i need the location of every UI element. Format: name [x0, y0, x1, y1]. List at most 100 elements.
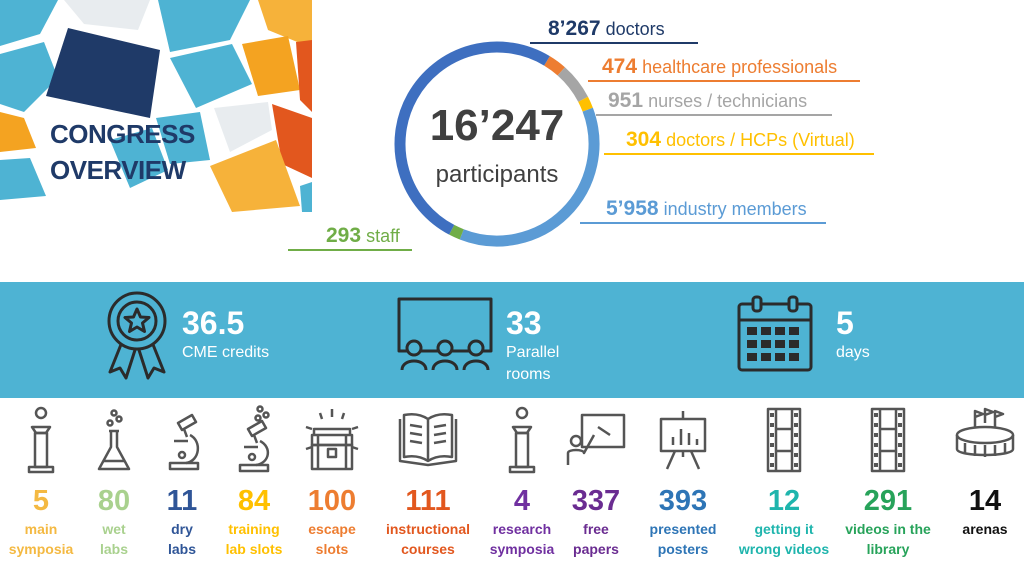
whiteboard-presenter-icon: [566, 413, 626, 465]
segment-text-staff: staff: [366, 226, 400, 246]
videos-in-library-label-1: videos in the: [845, 521, 931, 537]
stat-parallel-rooms: 33 Parallel rooms: [506, 304, 559, 386]
research-symposia-label-1: research: [492, 521, 552, 537]
segment-label-industry: 5’958 industry members: [606, 197, 807, 221]
stat-training-lab-slots: 84 training lab slots: [218, 405, 290, 559]
donut-segment-industry: [459, 107, 600, 247]
audience-screen-icon: [397, 297, 493, 371]
escape-slots-value: 100: [307, 485, 357, 517]
wet-labs-label-2: labs: [99, 541, 128, 557]
stat-videos-in-library: 291 videos in the library: [836, 405, 940, 559]
getting-it-wrong-videos-label-2: wrong videos: [738, 541, 830, 557]
getting-it-wrong-videos-value: 12: [767, 485, 801, 517]
free-papers-label-2: papers: [573, 541, 619, 557]
easel-chart-icon: [659, 411, 707, 470]
calendar-icon: [737, 295, 813, 372]
stat-dry-labs: 11 dry labs: [150, 405, 214, 559]
cme-credits-value: 36.5: [182, 305, 245, 341]
segment-text-healthcare: healthcare professionals: [642, 57, 838, 77]
title-line-2: OVERVIEW: [50, 155, 186, 185]
free-papers-label-1: free: [583, 521, 609, 537]
dry-labs-label-2: labs: [167, 541, 196, 557]
highlights-band: [0, 282, 1024, 398]
arenas-value: 14: [968, 485, 1002, 517]
stat-instructional-courses: 111 instructional courses: [376, 405, 480, 559]
lectern-icon: [508, 406, 536, 474]
segment-text-doctors: doctors: [605, 19, 665, 39]
stat-research-symposia: 4 research symposia: [486, 405, 558, 559]
wet-labs-label-1: wet: [102, 521, 126, 537]
segment-text-virtual: doctors / HCPs (Virtual): [666, 130, 855, 150]
days-label: days: [836, 344, 870, 361]
stat-cme-credits: 36.5 CME credits: [182, 304, 269, 364]
videos-in-library-label-2: library: [866, 541, 910, 557]
videos-in-library-value: 291: [863, 485, 913, 517]
segment-value-industry: 5’958: [606, 197, 659, 220]
stat-wet-labs: 80 wet labs: [84, 405, 144, 559]
training-lab-slots-label-2: lab slots: [225, 541, 283, 557]
instructional-courses-label-1: instructional: [385, 521, 470, 537]
participants-donut: [394, 41, 600, 247]
training-lab-slots-label-1: training: [228, 521, 280, 537]
participants-label: participants: [435, 161, 559, 188]
page-title: CONGRESS OVERVIEW: [50, 116, 290, 188]
free-papers-value: 337: [571, 485, 621, 517]
wet-labs-value: 80: [97, 485, 131, 517]
main-symposia-label-1: main: [24, 521, 58, 537]
escape-slots-label-2: slots: [315, 541, 349, 557]
open-book-icon: [398, 412, 458, 467]
donut-segment-virtual: [578, 96, 593, 112]
award-ribbon-icon: [107, 291, 167, 380]
leader-line-staff: [288, 249, 412, 251]
stat-main-symposia: 5 main symposia: [0, 405, 82, 559]
stat-days: 5 days: [836, 304, 870, 364]
segment-label-healthcare: 474 healthcare professionals: [602, 55, 837, 79]
dry-labs-value: 11: [166, 485, 198, 517]
donut-segment-staff: [449, 224, 464, 240]
parallel-rooms-label-2: rooms: [506, 366, 551, 383]
instructional-courses-label-2: courses: [401, 541, 455, 557]
segment-label-nurses: 951 nurses / technicians: [608, 89, 807, 113]
dry-labs-label-1: dry: [171, 521, 193, 537]
donut-segment-healthcare: [544, 56, 565, 76]
segment-value-nurses: 951: [608, 89, 644, 112]
stat-arenas: 14 arenas: [950, 405, 1020, 539]
presented-posters-label-1: presented: [649, 521, 717, 537]
training-lab-slots-value: 84: [237, 485, 271, 517]
cme-credits-label: CME credits: [182, 344, 270, 361]
title-line-1: CONGRESS: [50, 119, 195, 149]
presented-posters-value: 393: [658, 485, 708, 517]
mosaic-decoration: [0, 0, 312, 212]
film-strip-icon: [870, 407, 906, 473]
leader-line-healthcare: [588, 80, 860, 82]
segment-value-healthcare: 474: [602, 55, 638, 78]
parallel-rooms-value: 33: [506, 305, 542, 341]
research-symposia-label-2: symposia: [489, 541, 555, 557]
flask-icon: [97, 409, 131, 471]
film-strip-icon: [766, 407, 802, 473]
microscope-icon: [168, 413, 200, 471]
segment-text-industry: industry members: [663, 199, 807, 219]
segment-value-staff: 293: [326, 224, 362, 247]
leader-line-doctors: [530, 42, 698, 44]
instructional-courses-value: 111: [405, 485, 451, 517]
stat-escape-slots: 100 escape slots: [296, 405, 368, 559]
segment-text-nurses: nurses / technicians: [648, 91, 808, 111]
leader-line-nurses: [596, 114, 832, 116]
leader-line-virtual: [604, 153, 874, 155]
leader-line-industry: [580, 222, 826, 224]
arenas-label-1: arenas: [962, 521, 1008, 537]
segment-label-virtual: 304 doctors / HCPs (Virtual): [626, 128, 855, 152]
arena-icon: [955, 407, 1015, 457]
research-symposia-value: 4: [513, 485, 531, 517]
main-symposia-value: 5: [32, 485, 50, 517]
participants-total: 16’247: [429, 101, 565, 150]
donut-segment-nurses: [557, 67, 588, 103]
segment-value-virtual: 304: [626, 128, 662, 151]
segment-value-doctors: 8’267: [548, 17, 601, 40]
microscope-bubbles-icon: [238, 405, 270, 473]
escape-slots-label-1: escape: [308, 521, 356, 537]
stat-getting-it-wrong-videos: 12 getting it wrong videos: [732, 405, 836, 559]
lectern-icon: [27, 406, 55, 474]
